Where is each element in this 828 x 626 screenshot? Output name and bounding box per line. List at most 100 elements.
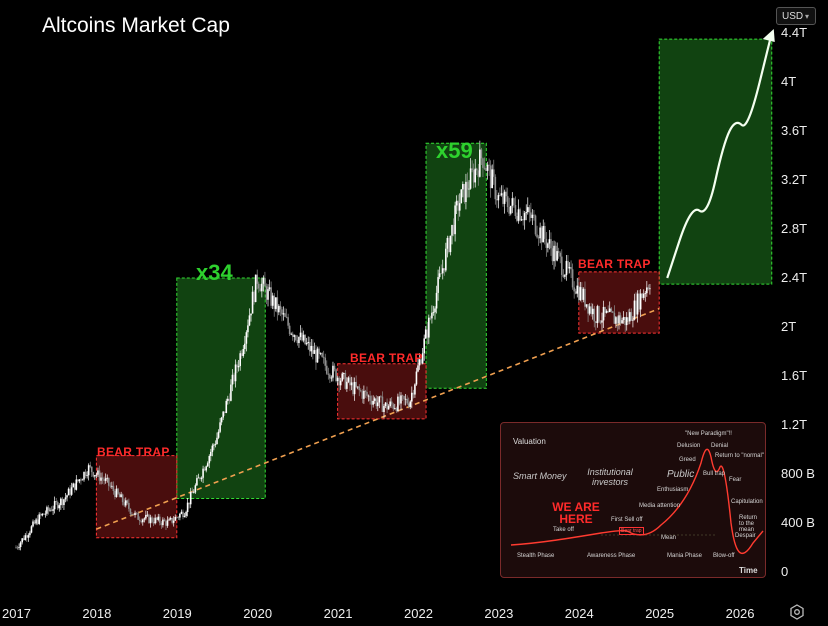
- candle-327: [520, 219, 523, 221]
- candle-249: [400, 395, 402, 404]
- candle-37: [72, 483, 75, 488]
- stage-return-mean: Return to the mean: [739, 515, 758, 533]
- candle-163: [267, 289, 269, 300]
- stage-denial: Denial: [711, 443, 729, 449]
- candle-103: [174, 516, 177, 521]
- candle-265: [424, 329, 427, 339]
- candle-334: [531, 214, 534, 218]
- stage-greed: Greed: [679, 457, 696, 463]
- candle-286: [457, 200, 459, 211]
- candle-390: [618, 315, 620, 324]
- y-tick-label: 3.2T: [781, 172, 808, 187]
- candle-351: [557, 251, 560, 253]
- candle-316: [503, 191, 506, 204]
- candle-394: [624, 316, 626, 326]
- chevron-down-icon: ▾: [804, 12, 809, 21]
- currency-select[interactable]: USD ▾: [776, 7, 816, 25]
- candle-15: [38, 514, 40, 524]
- candle-10: [30, 526, 33, 533]
- candle-167: [273, 295, 276, 309]
- candle-331: [526, 207, 529, 213]
- candle-76: [132, 514, 135, 515]
- candle-145: [239, 353, 241, 366]
- candle-33: [66, 495, 68, 498]
- candle-379: [601, 320, 603, 323]
- stage-new-paradigm: "New Paradigm"!!: [685, 431, 732, 437]
- candle-195: [316, 348, 319, 363]
- candle-84: [145, 514, 147, 519]
- candle-117: [196, 478, 198, 486]
- candle-36: [70, 487, 73, 495]
- candle-299: [477, 170, 480, 177]
- candle-402: [636, 293, 639, 315]
- candle-311: [496, 199, 498, 201]
- candle-236: [380, 396, 382, 398]
- candle-403: [638, 293, 640, 310]
- candle-178: [290, 333, 293, 335]
- candle-16: [39, 514, 42, 516]
- candle-30: [61, 498, 64, 506]
- candle-357: [567, 260, 569, 269]
- candle-48: [89, 465, 92, 467]
- bear-zone-1: [95, 455, 178, 539]
- phase-awareness: Awareness Phase: [587, 553, 636, 559]
- candle-383: [607, 310, 609, 313]
- candle-392: [621, 320, 623, 324]
- candle-399: [632, 319, 634, 321]
- candle-101: [171, 517, 173, 523]
- candle-87: [149, 517, 152, 524]
- candle-51: [94, 475, 96, 477]
- candle-88: [151, 517, 153, 522]
- candle-266: [426, 329, 429, 338]
- candle-149: [245, 332, 248, 344]
- candle-71: [124, 500, 127, 506]
- candle-176: [287, 317, 289, 326]
- candle-366: [581, 287, 583, 300]
- candle-69: [121, 494, 124, 503]
- candle-134: [222, 411, 224, 418]
- candle-143: [236, 364, 238, 368]
- candle-275: [440, 273, 442, 275]
- candle-376: [596, 306, 599, 324]
- candle-344: [547, 243, 549, 248]
- settings-gear-icon[interactable]: [789, 604, 805, 620]
- candle-303: [483, 167, 486, 169]
- candle-373: [591, 308, 594, 315]
- candle-302: [482, 158, 484, 168]
- stage-return-normal: Return to "normal": [715, 453, 764, 459]
- candle-81: [140, 521, 143, 523]
- candle-405: [641, 293, 643, 298]
- candle-6: [24, 535, 27, 540]
- candle-238: [383, 406, 385, 412]
- candle-315: [502, 193, 504, 204]
- candle-31: [63, 499, 65, 506]
- candle-208: [336, 377, 339, 382]
- candle-181: [295, 335, 297, 340]
- candle-19: [44, 513, 47, 515]
- candle-322: [513, 198, 515, 206]
- candle-50: [92, 472, 95, 477]
- candle-93: [158, 516, 161, 523]
- candle-21: [47, 507, 50, 511]
- candle-356: [565, 260, 568, 276]
- pump-zone-3: [658, 38, 773, 285]
- x-tick-label: 2020: [243, 606, 273, 621]
- candle-126: [210, 451, 212, 457]
- candle-132: [219, 422, 221, 432]
- x-tick-label: 2023: [484, 606, 514, 621]
- candle-188: [305, 343, 308, 345]
- candle-225: [363, 390, 365, 399]
- y-tick-label: 2.4T: [781, 270, 808, 285]
- candle-396: [627, 317, 630, 322]
- candle-116: [194, 485, 197, 493]
- candle-239: [384, 402, 387, 407]
- candle-80: [138, 519, 141, 522]
- candle-182: [296, 339, 299, 344]
- candle-388: [615, 317, 617, 324]
- candle-306: [488, 164, 490, 166]
- stage-bull-trap: Bull trap: [703, 471, 726, 477]
- currency-value: USD: [782, 11, 804, 22]
- candle-183: [298, 337, 300, 344]
- candle-177: [288, 325, 291, 334]
- pump-label-2: x59: [436, 138, 473, 163]
